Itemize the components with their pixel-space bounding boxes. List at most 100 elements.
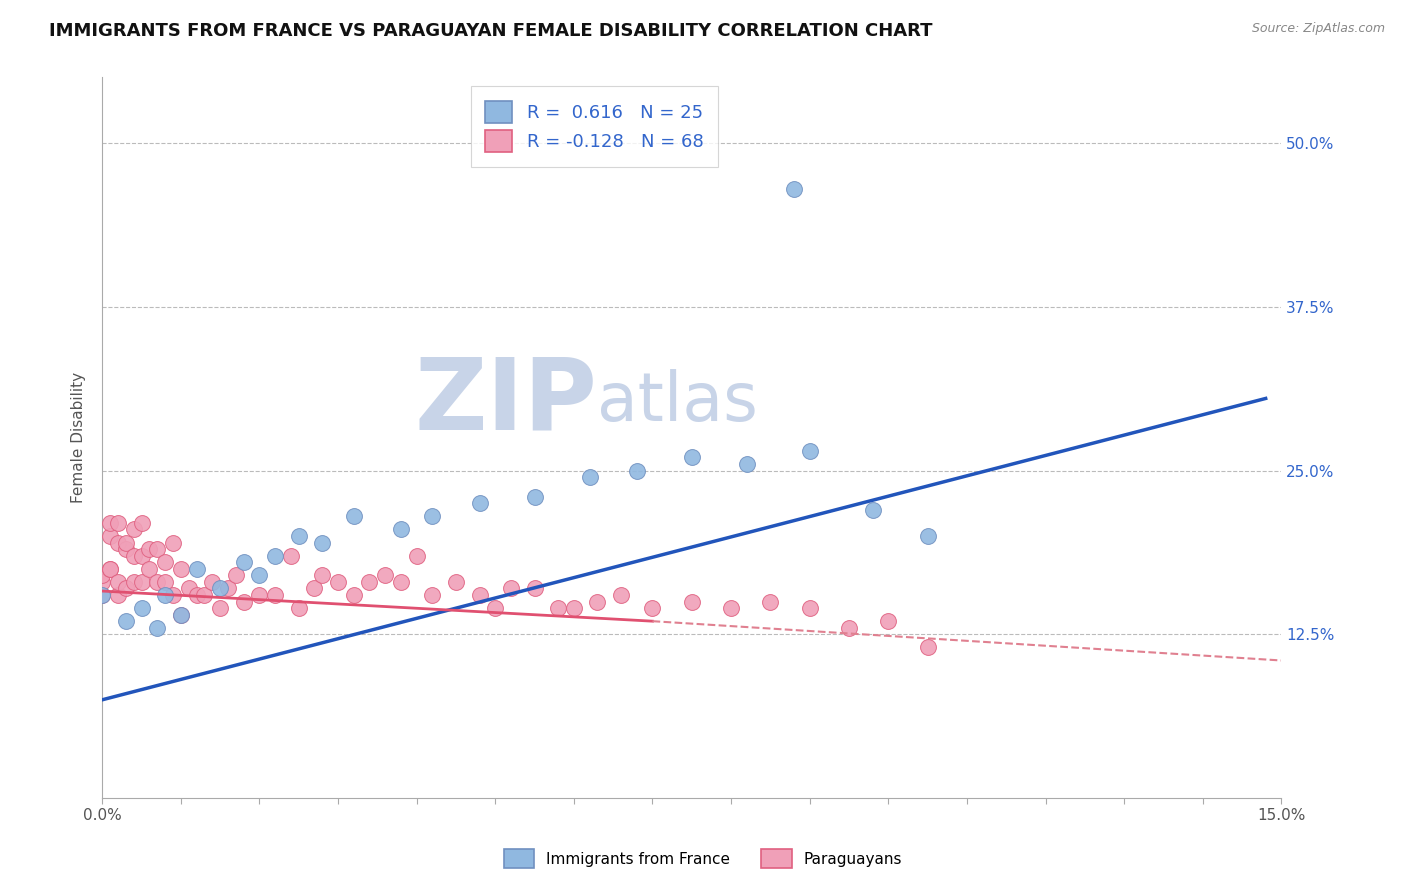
Point	[917, 529, 939, 543]
Point	[523, 582, 546, 596]
Point	[405, 549, 427, 563]
Point	[122, 574, 145, 589]
Point	[122, 523, 145, 537]
Point	[91, 588, 114, 602]
Point	[799, 601, 821, 615]
Point	[122, 549, 145, 563]
Point	[177, 582, 200, 596]
Point	[114, 614, 136, 628]
Point	[138, 562, 160, 576]
Point	[720, 601, 742, 615]
Point	[193, 588, 215, 602]
Point	[917, 640, 939, 655]
Point	[468, 496, 491, 510]
Point	[201, 574, 224, 589]
Point	[389, 574, 412, 589]
Point	[107, 588, 129, 602]
Point	[610, 588, 633, 602]
Point	[131, 516, 153, 530]
Point	[838, 621, 860, 635]
Point	[232, 594, 254, 608]
Point	[131, 574, 153, 589]
Point	[264, 588, 287, 602]
Point	[523, 490, 546, 504]
Point	[359, 574, 381, 589]
Point	[626, 463, 648, 477]
Point	[343, 509, 366, 524]
Point	[862, 503, 884, 517]
Point	[759, 594, 782, 608]
Point	[374, 568, 396, 582]
Point	[170, 562, 193, 576]
Y-axis label: Female Disability: Female Disability	[72, 372, 86, 503]
Text: Source: ZipAtlas.com: Source: ZipAtlas.com	[1251, 22, 1385, 36]
Point	[422, 588, 444, 602]
Point	[249, 588, 271, 602]
Point	[107, 574, 129, 589]
Text: IMMIGRANTS FROM FRANCE VS PARAGUAYAN FEMALE DISABILITY CORRELATION CHART: IMMIGRANTS FROM FRANCE VS PARAGUAYAN FEM…	[49, 22, 932, 40]
Legend: R =  0.616   N = 25, R = -0.128   N = 68: R = 0.616 N = 25, R = -0.128 N = 68	[471, 87, 718, 167]
Point	[249, 568, 271, 582]
Point	[209, 601, 232, 615]
Point	[578, 470, 600, 484]
Point	[311, 568, 333, 582]
Point	[186, 588, 208, 602]
Point	[681, 450, 703, 465]
Point	[547, 601, 569, 615]
Point	[735, 457, 758, 471]
Point	[98, 516, 121, 530]
Point	[91, 574, 114, 589]
Point	[287, 601, 309, 615]
Point	[304, 582, 326, 596]
Point	[484, 601, 506, 615]
Point	[232, 555, 254, 569]
Point	[131, 549, 153, 563]
Point	[91, 568, 114, 582]
Point	[877, 614, 900, 628]
Point	[170, 607, 193, 622]
Point	[98, 562, 121, 576]
Point	[107, 516, 129, 530]
Point	[162, 588, 184, 602]
Point	[326, 574, 349, 589]
Point	[138, 542, 160, 557]
Point	[783, 182, 806, 196]
Point	[153, 574, 176, 589]
Point	[217, 582, 239, 596]
Point	[225, 568, 247, 582]
Point	[162, 535, 184, 549]
Point	[170, 607, 193, 622]
Point	[146, 621, 169, 635]
Point	[153, 555, 176, 569]
Point	[343, 588, 366, 602]
Text: ZIP: ZIP	[415, 353, 598, 450]
Point	[311, 535, 333, 549]
Point	[98, 529, 121, 543]
Point	[209, 582, 232, 596]
Legend: Immigrants from France, Paraguayans: Immigrants from France, Paraguayans	[496, 841, 910, 875]
Point	[98, 562, 121, 576]
Point	[107, 535, 129, 549]
Point	[131, 601, 153, 615]
Point	[280, 549, 302, 563]
Point	[468, 588, 491, 602]
Point	[114, 582, 136, 596]
Point	[444, 574, 467, 589]
Point	[114, 542, 136, 557]
Point	[499, 582, 522, 596]
Point	[146, 574, 169, 589]
Point	[641, 601, 664, 615]
Point	[186, 562, 208, 576]
Point	[562, 601, 585, 615]
Point	[799, 443, 821, 458]
Point	[114, 535, 136, 549]
Point	[264, 549, 287, 563]
Point	[91, 588, 114, 602]
Point	[586, 594, 609, 608]
Point	[153, 588, 176, 602]
Point	[146, 542, 169, 557]
Point	[681, 594, 703, 608]
Point	[287, 529, 309, 543]
Text: atlas: atlas	[598, 368, 758, 434]
Point	[389, 523, 412, 537]
